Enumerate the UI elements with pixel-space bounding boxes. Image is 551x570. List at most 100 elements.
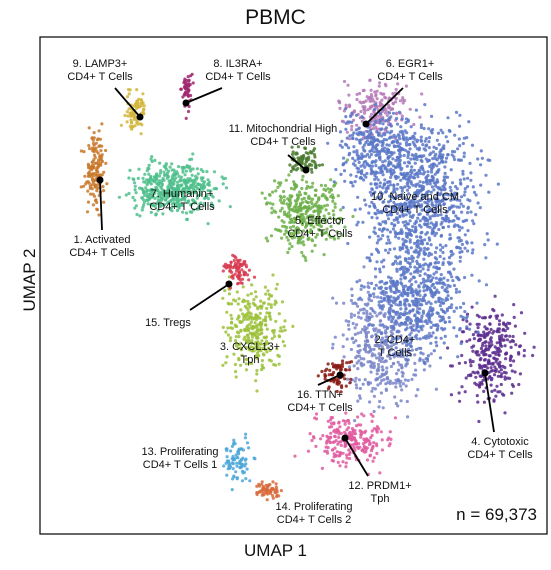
cell-point-cluster-9 <box>135 88 139 92</box>
cell-point-cluster-10 <box>444 135 448 139</box>
cell-point-cluster-4 <box>493 388 497 392</box>
cell-point-cluster-7 <box>150 187 154 191</box>
cell-point-cluster-3 <box>224 361 228 365</box>
cell-point-cluster-10 <box>380 260 384 264</box>
cell-point-cluster-4 <box>493 345 497 349</box>
cell-point-cluster-7 <box>177 206 181 210</box>
cell-point-cluster-10 <box>458 144 462 148</box>
cell-point-cluster-3 <box>273 302 277 306</box>
cell-point-cluster-1 <box>89 192 93 196</box>
cell-point-cluster-3 <box>237 335 241 339</box>
cell-point-cluster-10 <box>420 164 424 168</box>
cell-point-cluster-10 <box>412 270 417 274</box>
cell-point-cluster-5 <box>296 210 300 214</box>
cell-point-cluster-5 <box>282 195 286 199</box>
cell-point-cluster-4 <box>518 372 523 376</box>
cell-point-cluster-2 <box>369 360 373 364</box>
cell-point-cluster-1 <box>92 194 97 198</box>
cell-point-cluster-11 <box>288 163 292 167</box>
cell-point-cluster-12 <box>343 443 347 448</box>
cell-point-cluster-6 <box>404 84 408 88</box>
cell-point-cluster-7 <box>176 196 180 200</box>
cell-point-cluster-3 <box>234 344 238 348</box>
cell-point-cluster-10 <box>432 349 436 353</box>
cell-point-cluster-7 <box>169 199 173 203</box>
cell-point-cluster-2 <box>362 357 366 361</box>
cell-point-cluster-10 <box>398 152 402 156</box>
cell-point-cluster-3 <box>241 285 245 289</box>
cell-point-cluster-3 <box>254 345 259 349</box>
cell-point-cluster-10 <box>446 116 450 120</box>
cell-point-cluster-10 <box>399 178 403 182</box>
cell-point-cluster-9 <box>132 117 136 121</box>
cell-point-cluster-9 <box>135 121 139 125</box>
cell-point-cluster-7 <box>171 182 175 186</box>
cell-point-cluster-10 <box>440 216 445 220</box>
cell-point-cluster-10 <box>407 185 411 189</box>
cell-point-cluster-10 <box>452 267 456 271</box>
cell-point-cluster-7 <box>185 164 189 168</box>
cell-point-cluster-10 <box>384 291 388 295</box>
cell-point-cluster-6 <box>363 109 367 113</box>
cell-point-cluster-1 <box>94 141 98 145</box>
cell-point-cluster-10 <box>373 177 377 181</box>
cell-point-cluster-2 <box>378 323 382 327</box>
cell-point-cluster-5 <box>327 190 332 194</box>
cell-point-cluster-12 <box>375 425 379 429</box>
cell-point-cluster-6 <box>350 124 354 128</box>
cell-point-cluster-10 <box>452 326 456 330</box>
cell-point-cluster-4 <box>513 370 517 374</box>
cell-point-cluster-10 <box>413 173 417 177</box>
cell-point-cluster-7 <box>164 163 168 167</box>
cell-point-cluster-1 <box>96 151 100 155</box>
cell-point-cluster-7 <box>147 172 151 176</box>
cell-point-cluster-5 <box>296 214 300 218</box>
cell-point-cluster-7 <box>224 186 229 190</box>
cell-point-cluster-10 <box>375 260 379 264</box>
cell-point-cluster-7 <box>179 178 183 182</box>
cluster-centroid-marker-12 <box>341 434 349 442</box>
cell-point-cluster-7 <box>160 178 164 182</box>
cell-point-cluster-7 <box>186 201 190 205</box>
cell-point-cluster-10 <box>350 120 354 124</box>
cell-point-cluster-12 <box>329 431 333 435</box>
cell-point-cluster-3 <box>252 298 256 302</box>
cell-point-cluster-7 <box>172 173 176 177</box>
cell-point-cluster-2 <box>396 368 401 372</box>
cell-point-cluster-10 <box>394 135 398 139</box>
cell-point-cluster-1 <box>93 199 98 203</box>
cell-point-cluster-6 <box>362 88 366 92</box>
cell-point-cluster-10 <box>378 184 382 188</box>
cell-point-cluster-7 <box>155 181 159 186</box>
cell-point-cluster-10 <box>429 302 433 306</box>
cell-point-cluster-10 <box>421 143 425 147</box>
cell-point-cluster-10 <box>411 140 415 144</box>
cell-point-cluster-10 <box>413 241 417 245</box>
cell-point-cluster-10 <box>385 143 389 147</box>
cell-point-cluster-7 <box>149 192 153 196</box>
cell-point-cluster-13 <box>236 456 240 460</box>
cell-point-cluster-4 <box>494 314 498 318</box>
cell-point-cluster-10 <box>427 254 431 258</box>
cell-point-cluster-10 <box>383 178 387 182</box>
cell-point-cluster-10 <box>442 179 446 183</box>
cell-point-cluster-4 <box>465 339 469 343</box>
cluster-label-line: 11. Mitochondrial High <box>229 123 338 135</box>
cell-point-cluster-3 <box>268 314 272 318</box>
cell-point-cluster-3 <box>244 362 248 366</box>
cell-point-cluster-4 <box>488 322 492 326</box>
cell-point-cluster-10 <box>437 227 441 232</box>
cell-point-cluster-1 <box>97 213 101 217</box>
cell-point-cluster-7 <box>158 194 162 199</box>
cell-point-cluster-3 <box>229 336 233 340</box>
cell-point-cluster-3 <box>278 335 282 339</box>
cell-point-cluster-4 <box>523 331 527 335</box>
cell-point-cluster-10 <box>385 130 389 134</box>
cell-point-cluster-12 <box>348 456 352 461</box>
cell-point-cluster-2 <box>366 381 370 385</box>
cell-point-cluster-9 <box>129 114 133 118</box>
cell-point-cluster-5 <box>286 238 290 242</box>
cluster-label-2: 2. CD4+ T Cells <box>375 334 416 359</box>
cell-point-cluster-5 <box>290 244 294 249</box>
cell-point-cluster-6 <box>380 98 384 102</box>
